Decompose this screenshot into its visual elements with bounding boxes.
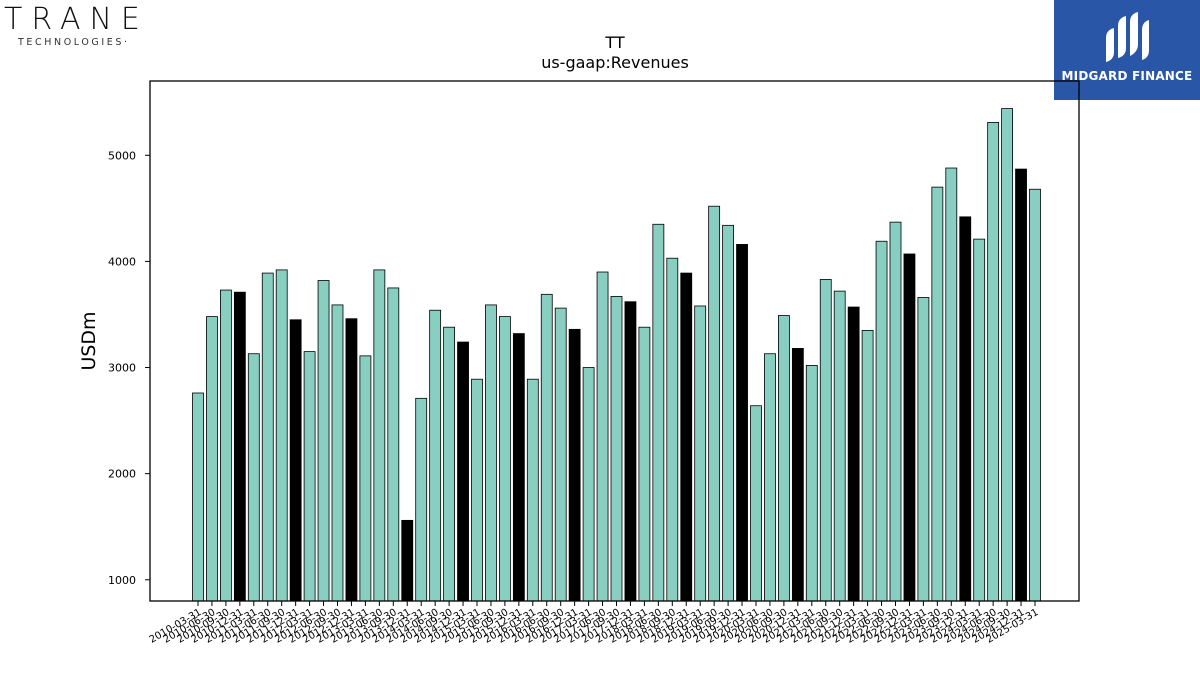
bar-2010-12-31 — [233, 291, 246, 602]
bar-2017-03-31 — [582, 367, 595, 602]
bar-2023-12-31 — [959, 216, 972, 602]
y-tick-label: 1000 — [108, 574, 136, 587]
x-axis: 2010-03-312010-06-302010-09-302010-12-31… — [148, 601, 1041, 646]
bar-2013-06-30 — [373, 269, 386, 602]
y-axis: 1000 2000 3000 4000 5000 — [108, 149, 150, 587]
bar-2020-06-30 — [764, 353, 776, 602]
bar-2012-06-30 — [317, 280, 330, 602]
bar-2016-12-31 — [568, 328, 581, 602]
bar-2020-03-31 — [750, 405, 762, 602]
trane-logo-word: TRANE — [4, 2, 149, 37]
y-tick-label: 3000 — [108, 362, 136, 375]
bar-2022-06-30 — [875, 240, 888, 602]
bar-2015-03-31 — [471, 378, 483, 602]
bar-2017-09-30 — [610, 296, 623, 602]
bar-2014-12-31 — [457, 341, 469, 602]
bar-2018-06-30 — [652, 223, 665, 602]
bar-2018-12-31 — [680, 272, 693, 602]
bar-2020-09-30 — [778, 315, 790, 602]
bar-2017-06-30 — [596, 271, 609, 602]
bar-2011-12-31 — [289, 319, 302, 602]
y-tick-label: 2000 — [108, 468, 136, 481]
bar-2014-03-31 — [415, 397, 428, 602]
y-tick-label: 4000 — [108, 255, 136, 268]
bar-2015-06-30 — [485, 304, 497, 602]
bar-2011-06-30 — [261, 272, 274, 602]
bar-2010-09-30 — [219, 289, 232, 602]
bar-2023-06-30 — [931, 186, 944, 602]
bar-2016-03-31 — [526, 378, 539, 602]
bar-2012-03-31 — [303, 351, 316, 602]
bar-2011-09-30 — [275, 269, 288, 602]
trane-technologies-logo: TRANE TECHNOLOGIES· — [4, 2, 164, 50]
bar-2022-09-30 — [889, 221, 902, 602]
bar-2012-09-30 — [331, 304, 344, 602]
bar-2011-03-31 — [247, 353, 260, 602]
chart-title: TT — [604, 33, 624, 52]
bar-2025-03-31 — [1029, 188, 1041, 602]
trane-logo-subtitle: TECHNOLOGIES· — [18, 37, 130, 48]
midgard-logo-text: MIDGARD FINANCE — [1061, 69, 1193, 83]
bar-2018-09-30 — [666, 257, 679, 602]
bar-2013-03-31 — [359, 355, 372, 602]
chart-subtitle: us-gaap:Revenues — [541, 53, 689, 72]
bar-2023-09-30 — [945, 167, 958, 602]
midgard-finance-logo: MIDGARD FINANCE — [1054, 0, 1200, 100]
bar-2010-03-31 — [192, 392, 204, 602]
bar-2021-12-31 — [847, 306, 860, 602]
bar-2022-12-31 — [903, 253, 916, 602]
bar-2015-12-31 — [512, 333, 525, 602]
y-tick-label: 5000 — [108, 149, 136, 162]
bar-2015-09-30 — [498, 316, 511, 602]
bar-2024-12-31 — [1015, 168, 1027, 602]
bar-2016-09-30 — [554, 307, 567, 602]
bar-2023-03-31 — [917, 297, 930, 602]
bar-2014-09-30 — [443, 326, 456, 602]
bar-2021-06-30 — [819, 279, 832, 602]
midgard-mark-icon — [1106, 12, 1149, 62]
bar-2016-06-30 — [540, 293, 553, 602]
bar-2022-03-31 — [861, 329, 874, 602]
plot-frame — [149, 80, 1080, 602]
bar-2021-09-30 — [833, 290, 846, 602]
bar-2021-03-31 — [805, 365, 818, 602]
bar-2012-12-31 — [345, 318, 358, 602]
bar-2019-06-30 — [708, 205, 721, 602]
bar-2017-12-31 — [624, 301, 637, 602]
bar-2013-09-30 — [387, 287, 400, 602]
bar-2024-09-30 — [1001, 108, 1013, 602]
y-axis-label: USDm — [78, 311, 100, 370]
bar-2019-09-30 — [722, 224, 734, 602]
bar-2018-03-31 — [638, 326, 651, 602]
bar-2019-03-31 — [694, 305, 707, 602]
bar-2019-12-31 — [736, 244, 748, 602]
bar-2013-12-31 — [401, 519, 414, 602]
bars-group — [192, 108, 1041, 602]
bar-2024-03-31 — [973, 238, 986, 602]
bar-2010-06-30 — [206, 316, 218, 602]
bar-2020-12-31 — [791, 348, 804, 602]
bar-2014-06-30 — [429, 309, 442, 602]
bar-2024-06-30 — [987, 121, 1000, 602]
